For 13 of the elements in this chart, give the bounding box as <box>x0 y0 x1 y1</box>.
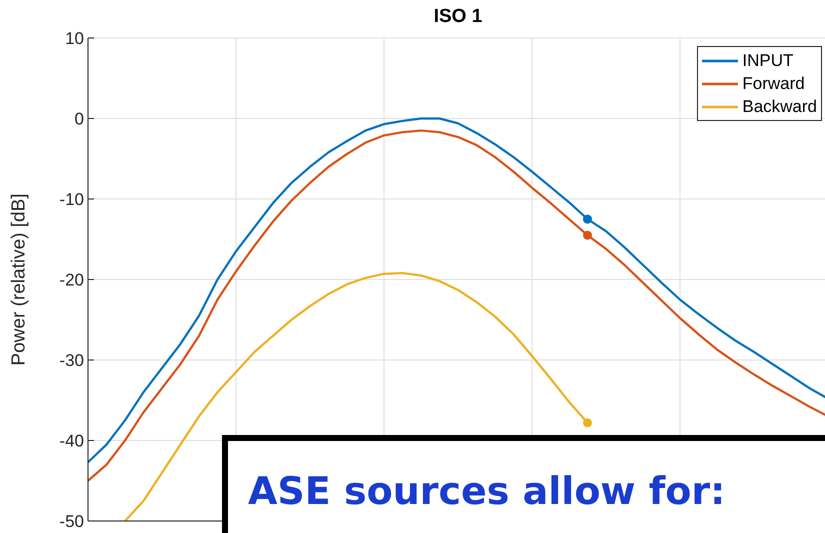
legend-label: Backward <box>742 96 817 116</box>
y-axis-title: Power (relative) [dB] <box>8 193 30 366</box>
legend-label: Forward <box>742 74 805 94</box>
y-tick-label: -20 <box>59 270 84 290</box>
y-tick-label: -30 <box>59 351 84 370</box>
y-tick-label: -50 <box>59 512 84 532</box>
y-tick-label: -10 <box>59 190 84 210</box>
y-tick-label: -40 <box>59 432 84 451</box>
callout-box: ASE sources allow for: <box>222 435 825 533</box>
y-tick-label: 0 <box>74 110 84 129</box>
y-tick-label: 10 <box>65 29 84 48</box>
chart-title: ISO 1 <box>432 6 484 28</box>
legend-label: INPUT <box>742 50 794 70</box>
